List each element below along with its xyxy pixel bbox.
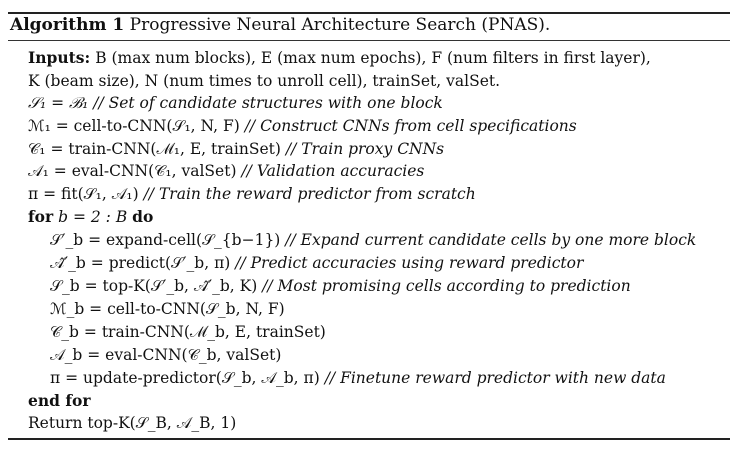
algo-line-endfor: end for <box>28 391 91 411</box>
algo-line-fit: π = fit(𝒮₁, 𝒜₁) // Train the reward pred… <box>28 184 476 204</box>
comment-fit: // Train the reward predictor from scrat… <box>143 185 476 203</box>
code-expand: 𝒮′_b = expand-cell(𝒮_{b−1}) <box>50 231 281 249</box>
comment-m1: // Construct CNNs from cell specificatio… <box>244 117 577 135</box>
code-a1: 𝒜₁ = eval-CNN(𝒞₁, valSet) <box>28 162 237 180</box>
code-s1: 𝒮₁ = ℬ₁ <box>28 94 89 112</box>
algo-line-topk: 𝒮_b = top-K(𝒮′_b, 𝒜̂′_b, K) // Most prom… <box>50 276 631 296</box>
algo-line-inputs-cont: K (beam size), N (num times to unroll ce… <box>28 71 500 91</box>
algo-line-predict: 𝒜̂′_b = predict(𝒮′_b, π) // Predict accu… <box>50 253 583 273</box>
algorithm-name: Progressive Neural Architecture Search (… <box>129 15 551 35</box>
code-ab: 𝒜_b = eval-CNN(𝒞_b, valSet) <box>50 346 282 364</box>
algo-line-m1: ℳ₁ = cell-to-CNN(𝒮₁, N, F) // Construct … <box>28 116 577 136</box>
code-m1: ℳ₁ = cell-to-CNN(𝒮₁, N, F) <box>28 117 240 135</box>
comment-update: // Finetune reward predictor with new da… <box>324 369 666 387</box>
for-range: b = 2 : B <box>58 208 128 226</box>
for-keyword: for <box>28 207 54 226</box>
code-cb: 𝒞_b = train-CNN(ℳ_b, E, trainSet) <box>50 323 326 341</box>
algo-line-a1: 𝒜₁ = eval-CNN(𝒞₁, valSet) // Validation … <box>28 161 424 181</box>
code-fit: π = fit(𝒮₁, 𝒜₁) <box>28 185 139 203</box>
code-update: π = update-predictor(𝒮_b, 𝒜_b, π) <box>50 369 320 387</box>
comment-topk: // Most promising cells according to pre… <box>262 277 631 295</box>
algo-line-c1: 𝒞₁ = train-CNN(ℳ₁, E, trainSet) // Train… <box>28 139 444 159</box>
bottom-rule <box>8 438 730 440</box>
comment-s1: // Set of candidate structures with one … <box>93 94 443 112</box>
comment-expand: // Expand current candidate cells by one… <box>285 231 697 249</box>
inputs-text-cont: K (beam size), N (num times to unroll ce… <box>28 72 501 90</box>
algo-line-mb: ℳ_b = cell-to-CNN(𝒮_b, N, F) <box>50 299 285 319</box>
algo-line-ab: 𝒜_b = eval-CNN(𝒞_b, valSet) <box>50 345 281 365</box>
algo-line-expand: 𝒮′_b = expand-cell(𝒮_{b−1}) // Expand cu… <box>50 230 696 250</box>
do-keyword: do <box>132 207 154 226</box>
inputs-text: B (max num blocks), E (max num epochs), … <box>95 49 651 67</box>
algo-line-for: for b = 2 : B do <box>28 207 153 227</box>
algorithm-title: Algorithm 1 Progressive Neural Architect… <box>10 15 550 35</box>
code-topk: 𝒮_b = top-K(𝒮′_b, 𝒜̂′_b, K) <box>50 277 258 295</box>
algo-line-return: Return top-K(𝒮_B, 𝒜_B, 1) <box>28 413 236 433</box>
algorithm-label: Algorithm 1 <box>10 15 125 35</box>
algorithm-box: Algorithm 1 Progressive Neural Architect… <box>8 12 730 442</box>
comment-predict: // Predict accuracies using reward predi… <box>235 254 584 272</box>
endfor-keyword: end for <box>28 391 91 410</box>
top-rule <box>8 12 730 14</box>
comment-a1: // Validation accuracies <box>241 162 425 180</box>
code-return: Return top-K(𝒮_B, 𝒜_B, 1) <box>28 414 237 432</box>
code-mb: ℳ_b = cell-to-CNN(𝒮_b, N, F) <box>50 300 285 318</box>
code-predict: 𝒜̂′_b = predict(𝒮′_b, π) <box>50 254 231 272</box>
algo-line-inputs: Inputs: B (max num blocks), E (max num e… <box>28 48 651 68</box>
title-rule <box>8 40 730 41</box>
comment-c1: // Train proxy CNNs <box>285 140 445 158</box>
algo-line-cb: 𝒞_b = train-CNN(ℳ_b, E, trainSet) <box>50 322 326 342</box>
code-c1: 𝒞₁ = train-CNN(ℳ₁, E, trainSet) <box>28 140 281 158</box>
inputs-keyword: Inputs: <box>28 48 91 67</box>
algo-line-update: π = update-predictor(𝒮_b, 𝒜_b, π) // Fin… <box>50 368 666 388</box>
algo-line-s1: 𝒮₁ = ℬ₁ // Set of candidate structures w… <box>28 93 443 113</box>
